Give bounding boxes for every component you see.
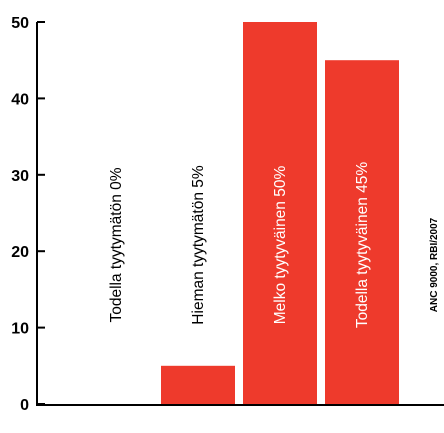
bar (161, 365, 235, 404)
source-note: ANC 9000, RBI/2007 (429, 217, 440, 312)
bar-label: Melko tyytyväinen 50% (272, 166, 289, 325)
axes (36, 22, 444, 406)
y-tick-label: 10 (11, 321, 29, 338)
bar-labels: Todella tyytymätön 0% Hieman tyytymätön 5… (108, 162, 371, 329)
bar-label: Hieman tyytymätön 5% (190, 165, 207, 325)
y-tick-label: 30 (11, 168, 29, 185)
bar-label: Todella tyytymätön 0% (108, 167, 125, 322)
y-tick-label: 40 (11, 91, 29, 108)
bars (161, 22, 399, 404)
y-tick-label: 0 (20, 397, 29, 414)
bar-label: Todella tyytyväinen 45% (354, 162, 371, 329)
y-ticks: 0 10 20 30 40 50 (11, 15, 45, 414)
y-tick-label: 50 (11, 15, 29, 32)
bar (243, 22, 317, 404)
y-tick-label: 20 (11, 244, 29, 261)
bar (325, 60, 399, 404)
